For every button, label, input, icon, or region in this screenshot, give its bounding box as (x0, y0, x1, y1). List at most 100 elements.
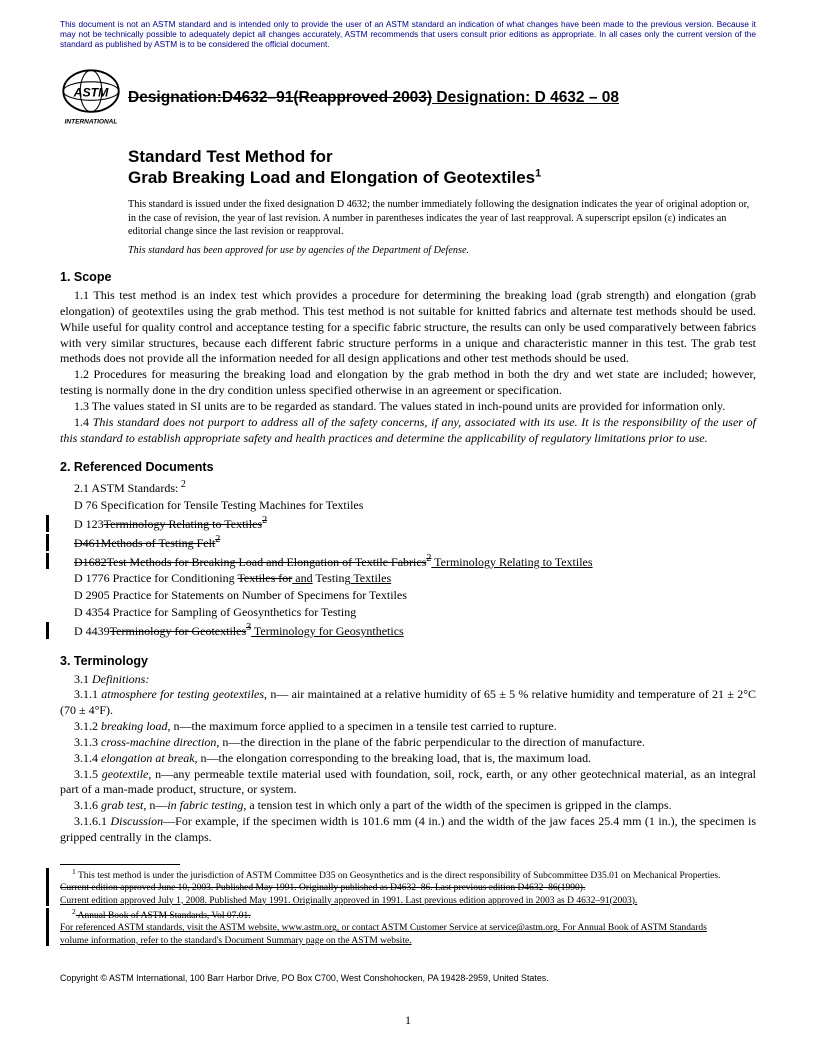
ref-lead: 2.1 ASTM Standards: 2 (60, 478, 756, 497)
document-title: Standard Test Method for Grab Breaking L… (128, 146, 756, 189)
term-3-1-4: 3.1.4 elongation at break, n—the elongat… (60, 751, 756, 767)
t-312-term: breaking load (101, 719, 168, 733)
ref-d123: D 123Terminology Relating to Textiles2 (60, 514, 756, 533)
footnote-1: 1 This test method is under the jurisdic… (60, 867, 756, 907)
astm-logo: ASTM INTERNATIONAL (60, 68, 122, 128)
ref-d461: D461Methods of Testing Felt2 (60, 533, 756, 552)
ref-d1682-under: Terminology Relating to Textiles (431, 555, 592, 569)
ref-d4439-under: Terminology for Geosynthetics (251, 624, 404, 638)
term-3-1-6: 3.1.6 grab test, n—in fabric testing, a … (60, 798, 756, 814)
term-lead-pre: 3.1 (74, 672, 92, 686)
page-number: 1 (0, 1013, 816, 1028)
ref-d1776-under: and (292, 571, 312, 585)
refdocs-list: 2.1 ASTM Standards: 2 D 76 Specification… (60, 478, 756, 639)
ref-d4439: D 4439Terminology for Geotextiles3 Termi… (60, 621, 756, 640)
t-3161-num: 3.1.6.1 (74, 814, 110, 828)
page: This document is not an ASTM standard an… (0, 0, 816, 983)
fn1c-under: Current edition approved July 1, 2008. P… (60, 896, 637, 906)
term-3-1-6-1: 3.1.6.1 Discussion—For example, if the s… (60, 814, 756, 846)
ref-d1776-under2: Textiles (351, 571, 392, 585)
t-311-num: 3.1.1 (74, 687, 101, 701)
refdocs-heading: 2. Referenced Documents (60, 460, 756, 474)
svg-text:INTERNATIONAL: INTERNATIONAL (65, 118, 118, 125)
ref-d1682-strike: D1682Test Methods for Breaking Load and … (74, 555, 426, 569)
footnote-rule (60, 864, 180, 865)
ref-lead-pre: 2.1 (74, 481, 91, 495)
ref-d1682: D1682Test Methods for Breaking Load and … (60, 552, 756, 571)
t-312-def: the maximum force applied to a specimen … (192, 719, 557, 733)
fn2-strike-it: Annual Book of ASTM Standards (76, 911, 207, 921)
terminology-heading: 3. Terminology (60, 654, 756, 668)
scope-1-4: 1.4 This standard does not purport to ad… (60, 415, 756, 447)
fn3-under-it: Annual Book of ASTM Standards (578, 923, 707, 933)
t-315-pos: , n— (148, 767, 173, 781)
dod-approval: This standard has been approved for use … (128, 245, 756, 256)
term-3-1-5: 3.1.5 geotextile, n—any permeable textil… (60, 767, 756, 799)
scope-1-4-pre: 1.4 (74, 415, 93, 429)
t-315-term: geotextile (102, 767, 149, 781)
fn3-under: For referenced ASTM standards, visit the… (60, 923, 578, 933)
ref-d123-pre: D 123 (74, 517, 104, 531)
scope-1-1: 1.1 This test method is an index test wh… (60, 288, 756, 367)
issuance-note: This standard is issued under the fixed … (128, 198, 756, 238)
ref-d4439-strike: Terminology for Geotextiles (110, 624, 246, 638)
term-lead: 3.1 Definitions: (60, 672, 756, 688)
t-313-term: cross-machine direction (101, 735, 216, 749)
term-3-1-1: 3.1.1 atmosphere for testing geotextiles… (60, 687, 756, 719)
ref-d123-sup: 2 (262, 515, 267, 526)
t-316-pos: , n— (143, 798, 167, 812)
t-313-num: 3.1.3 (74, 735, 101, 749)
svg-text:ASTM: ASTM (73, 85, 110, 99)
disclaimer-text: This document is not an ASTM standard an… (60, 20, 756, 50)
term-3-1-3: 3.1.3 cross-machine direction, n—the dir… (60, 735, 756, 751)
t-314-def: the elongation corresponding to the brea… (219, 751, 592, 765)
ref-d1776-post: Testing (313, 571, 351, 585)
fn1b-strike: Current edition approved June 10, 2003. … (60, 883, 585, 893)
t-316-num: 3.1.6 (74, 798, 101, 812)
designation: Designation:D4632–91(Reapproved 2003) De… (128, 89, 619, 107)
t-311-term: atmosphere for testing geotextiles (101, 687, 264, 701)
t-3161-pos: — (163, 814, 175, 828)
title-line2: Grab Breaking Load and Elongation of Geo… (128, 168, 535, 187)
ref-d123-strike: Terminology Relating to Textiles (104, 517, 262, 531)
fn3b-under: volume information, refer to the standar… (60, 936, 412, 946)
t-316-def: a tension test in which only a part of t… (246, 798, 671, 812)
ref-d461-sup: 2 (215, 534, 220, 545)
t-316-term: grab test (101, 798, 143, 812)
footnotes: 1 This test method is under the jurisdic… (60, 867, 756, 947)
fn2-strike-rest: , Vol 07.01. (207, 911, 251, 921)
t-314-term: elongation at break (101, 751, 195, 765)
term-3-1-2: 3.1.2 breaking load, n—the maximum force… (60, 719, 756, 735)
t-3161-term: Discussion (110, 814, 163, 828)
designation-new: Designation: D 4632 – 08 (432, 89, 619, 106)
t-312-pos: , n— (168, 719, 192, 733)
ref-d4439-pre: D 4439 (74, 624, 110, 638)
ref-d461-strike: D461Methods of Testing Felt (74, 536, 215, 550)
ref-d2905: D 2905 Practice for Statements on Number… (60, 587, 756, 604)
t-311-pos: , n— (264, 687, 292, 701)
designation-old: Designation:D4632–91(Reapproved 2003) (128, 89, 432, 106)
footnote-2: 2 Annual Book of ASTM Standards, Vol 07.… (60, 907, 756, 947)
title-sup: 1 (535, 167, 541, 179)
t-313-pos: , n— (216, 735, 240, 749)
ref-lead-italic: ASTM Standards: (91, 481, 178, 495)
fn1-text: This test method is under the jurisdicti… (76, 871, 721, 881)
scope-1-2: 1.2 Procedures for measuring the breakin… (60, 367, 756, 399)
t-316-ctx: in fabric testing, (167, 798, 246, 812)
t-314-num: 3.1.4 (74, 751, 101, 765)
copyright: Copyright © ASTM International, 100 Barr… (60, 973, 756, 983)
title-line1: Standard Test Method for (128, 147, 333, 166)
ref-lead-sup: 2 (178, 479, 186, 490)
ref-d76: D 76 Specification for Tensile Testing M… (60, 497, 756, 514)
ref-d1776: D 1776 Practice for Conditioning Textile… (60, 570, 756, 587)
t-312-num: 3.1.2 (74, 719, 101, 733)
header-row: ASTM INTERNATIONAL Designation:D4632–91(… (60, 68, 756, 128)
terminology-body: 3.1 Definitions: 3.1.1 atmosphere for te… (60, 672, 756, 846)
scope-body: 1.1 This test method is an index test wh… (60, 288, 756, 446)
title-block: Standard Test Method for Grab Breaking L… (128, 146, 756, 256)
ref-d1776-pre: D 1776 Practice for Conditioning (74, 571, 237, 585)
ref-d4354: D 4354 Practice for Sampling of Geosynth… (60, 604, 756, 621)
ref-d1776-strike: Textiles for (237, 571, 292, 585)
scope-1-4-italic: This standard does not purport to addres… (60, 415, 756, 445)
term-lead-italic: Definitions: (92, 672, 149, 686)
